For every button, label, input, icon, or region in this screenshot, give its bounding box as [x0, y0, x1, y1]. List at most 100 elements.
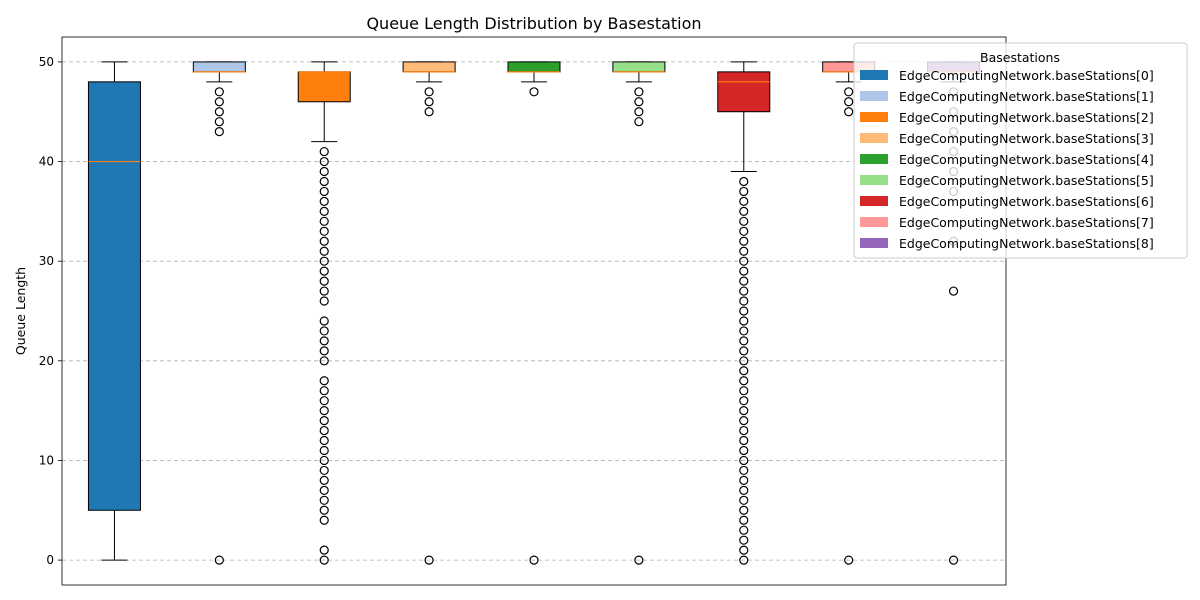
- outlier-point: [319, 475, 329, 485]
- y-tick-label: 30: [39, 254, 54, 268]
- outlier-point: [844, 555, 854, 565]
- outlier-point: [739, 416, 749, 426]
- box-body: [192, 61, 246, 73]
- legend: Basestations EdgeComputingNetwork.baseSt…: [853, 42, 1188, 259]
- legend-swatch: [860, 217, 888, 227]
- outlier-point: [214, 87, 224, 97]
- outlier-point: [739, 196, 749, 206]
- outlier-point: [948, 286, 959, 296]
- outlier-point: [948, 555, 959, 565]
- y-axis-ticks: 0 10 20 30 40 50: [39, 55, 62, 567]
- outlier-point: [319, 445, 329, 456]
- outlier-point: [319, 495, 329, 505]
- outlier-point: [319, 376, 329, 386]
- outlier-point: [214, 97, 224, 107]
- outlier-point: [214, 555, 224, 565]
- outlier-point: [739, 336, 749, 346]
- outlier-point: [739, 356, 749, 366]
- outlier-point: [739, 266, 749, 276]
- outlier-point: [319, 156, 329, 167]
- chart-title: Queue Length Distribution by Basestation: [366, 14, 701, 33]
- legend-swatch: [860, 154, 888, 164]
- legend-swatch: [860, 112, 888, 122]
- outlier-point: [424, 87, 434, 97]
- legend-label: EdgeComputingNetwork.baseStations[4]: [899, 152, 1154, 167]
- legend-label: EdgeComputingNetwork.baseStations[5]: [899, 173, 1154, 188]
- outlier-point: [739, 226, 749, 236]
- outlier-point: [319, 276, 329, 286]
- outlier-point: [319, 505, 329, 515]
- outlier-point: [634, 117, 644, 127]
- outlier-point: [319, 465, 329, 476]
- outlier-point: [739, 386, 749, 396]
- legend-label: EdgeComputingNetwork.baseStations[7]: [899, 215, 1154, 230]
- outlier-point: [319, 356, 329, 366]
- legend-title: Basestations: [980, 50, 1060, 65]
- legend-swatch: [860, 238, 888, 248]
- outlier-point: [739, 306, 749, 316]
- outlier-point: [319, 166, 329, 177]
- outlier-point: [214, 117, 224, 127]
- outlier-point: [739, 206, 749, 216]
- outlier-point: [739, 455, 749, 466]
- outlier-point: [319, 186, 329, 197]
- outlier-point: [424, 107, 434, 117]
- outlier-point: [739, 525, 749, 535]
- outlier-point: [319, 416, 329, 426]
- outlier-point: [739, 316, 749, 326]
- outlier-point: [319, 296, 329, 306]
- outlier-point: [739, 286, 749, 296]
- box-body: [507, 61, 561, 73]
- outlier-point: [739, 465, 749, 476]
- outlier-point: [739, 276, 749, 286]
- outlier-point: [739, 246, 749, 256]
- outlier-point: [739, 535, 749, 545]
- outlier-point: [319, 146, 329, 157]
- outlier-point: [844, 97, 854, 107]
- box-group: [612, 61, 666, 565]
- outlier-point: [319, 216, 329, 226]
- outlier-point: [319, 266, 329, 276]
- box-group: [87, 61, 141, 561]
- y-tick-label: 20: [39, 354, 54, 368]
- legend-swatch: [860, 91, 888, 101]
- box-group: [717, 61, 771, 565]
- outlier-point: [319, 485, 329, 495]
- box-series: [87, 61, 981, 565]
- outlier-point: [739, 435, 749, 446]
- outlier-point: [319, 545, 329, 555]
- outlier-point: [634, 87, 644, 97]
- outlier-point: [319, 386, 329, 396]
- outlier-point: [319, 286, 329, 296]
- legend-swatch: [860, 133, 888, 143]
- legend-frame: [853, 42, 1188, 259]
- outlier-point: [319, 226, 329, 236]
- y-tick-label: 50: [39, 55, 54, 69]
- outlier-point: [739, 495, 749, 505]
- outlier-point: [739, 515, 749, 525]
- outlier-point: [214, 107, 224, 117]
- outlier-point: [739, 425, 749, 436]
- box-group: [192, 61, 246, 565]
- box-group: [402, 61, 456, 565]
- outlier-point: [319, 206, 329, 216]
- box-body: [297, 71, 351, 103]
- outlier-point: [739, 376, 749, 386]
- outlier-point: [739, 545, 749, 555]
- y-tick-label: 0: [46, 553, 54, 567]
- outlier-point: [739, 326, 749, 336]
- outlier-point: [739, 176, 749, 187]
- legend-label: EdgeComputingNetwork.baseStations[6]: [899, 194, 1154, 209]
- outlier-point: [319, 435, 329, 446]
- outlier-point: [739, 366, 749, 376]
- outlier-point: [319, 316, 329, 326]
- y-axis-label: Queue Length: [13, 267, 28, 355]
- outlier-point: [739, 216, 749, 226]
- outlier-point: [319, 406, 329, 416]
- legend-swatch: [860, 196, 888, 206]
- outlier-point: [319, 236, 329, 246]
- outlier-point: [319, 246, 329, 256]
- box-group: [507, 61, 561, 565]
- outlier-point: [529, 87, 539, 97]
